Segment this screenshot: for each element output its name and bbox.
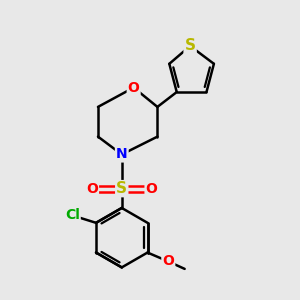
Text: N: N — [116, 148, 128, 161]
Text: O: O — [128, 81, 140, 94]
Text: Cl: Cl — [65, 208, 80, 222]
Text: S: S — [184, 38, 196, 53]
Text: O: O — [146, 182, 158, 196]
Text: O: O — [86, 182, 98, 196]
Text: S: S — [116, 181, 127, 196]
Text: O: O — [162, 254, 174, 268]
